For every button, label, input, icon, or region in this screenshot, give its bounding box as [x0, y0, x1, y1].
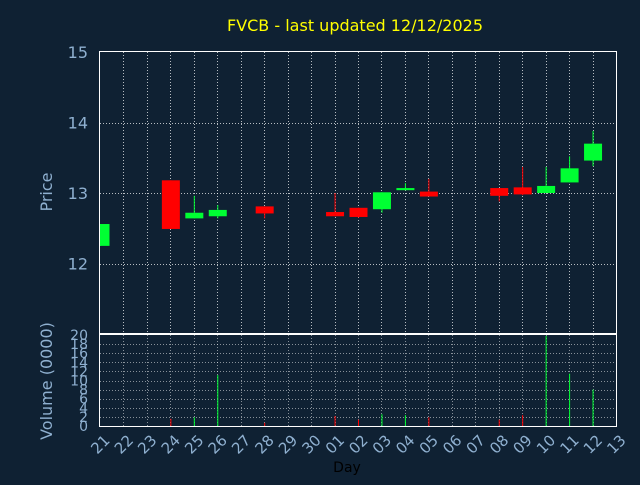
- candle-body: [326, 212, 345, 217]
- candle: [537, 166, 556, 193]
- price-tick-label: 15: [68, 43, 88, 62]
- volume-tick-label: 4: [79, 401, 88, 417]
- candles-layer: [100, 130, 603, 246]
- candle: [349, 207, 368, 218]
- candle: [560, 156, 579, 183]
- x-axis-label: Day: [333, 460, 361, 476]
- volume-tick-label: 8: [79, 383, 88, 399]
- price-tick-label: 13: [68, 184, 88, 203]
- candle: [326, 193, 345, 217]
- candle: [255, 206, 274, 219]
- chart-title: FVCB - last updated 12/12/2025: [227, 16, 483, 35]
- candle-body: [208, 209, 227, 217]
- price-plot-frame: [99, 51, 617, 334]
- candle-body: [513, 187, 532, 195]
- candle: [372, 192, 391, 213]
- volume-tick-label: 0: [79, 419, 88, 435]
- candle-body: [537, 185, 556, 193]
- candle: [396, 183, 415, 191]
- volume-tick-label: 6: [79, 392, 88, 408]
- volume-axis-label: Volume (0000): [37, 322, 56, 440]
- candle-body: [584, 143, 603, 161]
- candle-body: [161, 180, 180, 229]
- candle: [161, 180, 180, 229]
- candle-body: [396, 188, 415, 191]
- candle: [208, 204, 227, 219]
- price-tick-label: 14: [68, 114, 88, 133]
- candle-body: [372, 192, 391, 210]
- volume-tick-label: 2: [79, 410, 88, 426]
- volume-tick-label: 10: [70, 374, 88, 390]
- candle-body: [560, 168, 579, 183]
- volume-tick-label: 16: [70, 346, 88, 362]
- volume-tick-label: 20: [70, 328, 88, 344]
- candle: [185, 195, 204, 219]
- volume-bars-layer: [170, 335, 594, 426]
- grid-layer: [100, 52, 616, 426]
- candle-body: [255, 206, 274, 214]
- candle-body: [419, 191, 438, 197]
- volume-tick-label: 18: [70, 337, 88, 353]
- candle: [490, 188, 509, 202]
- price-tick-labels: 12 13 14 15: [68, 43, 88, 274]
- volume-tick-label: 14: [70, 355, 88, 371]
- price-axis-label: Price: [37, 172, 56, 211]
- x-tick-labels: 2122232425262728293001020304050607080910…: [87, 431, 629, 457]
- candle: [419, 178, 438, 197]
- candle-body: [185, 212, 204, 219]
- candle-body: [100, 224, 110, 246]
- candle: [100, 224, 110, 246]
- candle-body: [490, 188, 509, 196]
- volume-tick-label: 12: [70, 364, 88, 380]
- candle: [513, 166, 532, 196]
- price-tick-label: 12: [68, 255, 88, 274]
- candle-body: [349, 207, 368, 217]
- volume-plot-frame: [99, 334, 617, 427]
- candle: [584, 130, 603, 167]
